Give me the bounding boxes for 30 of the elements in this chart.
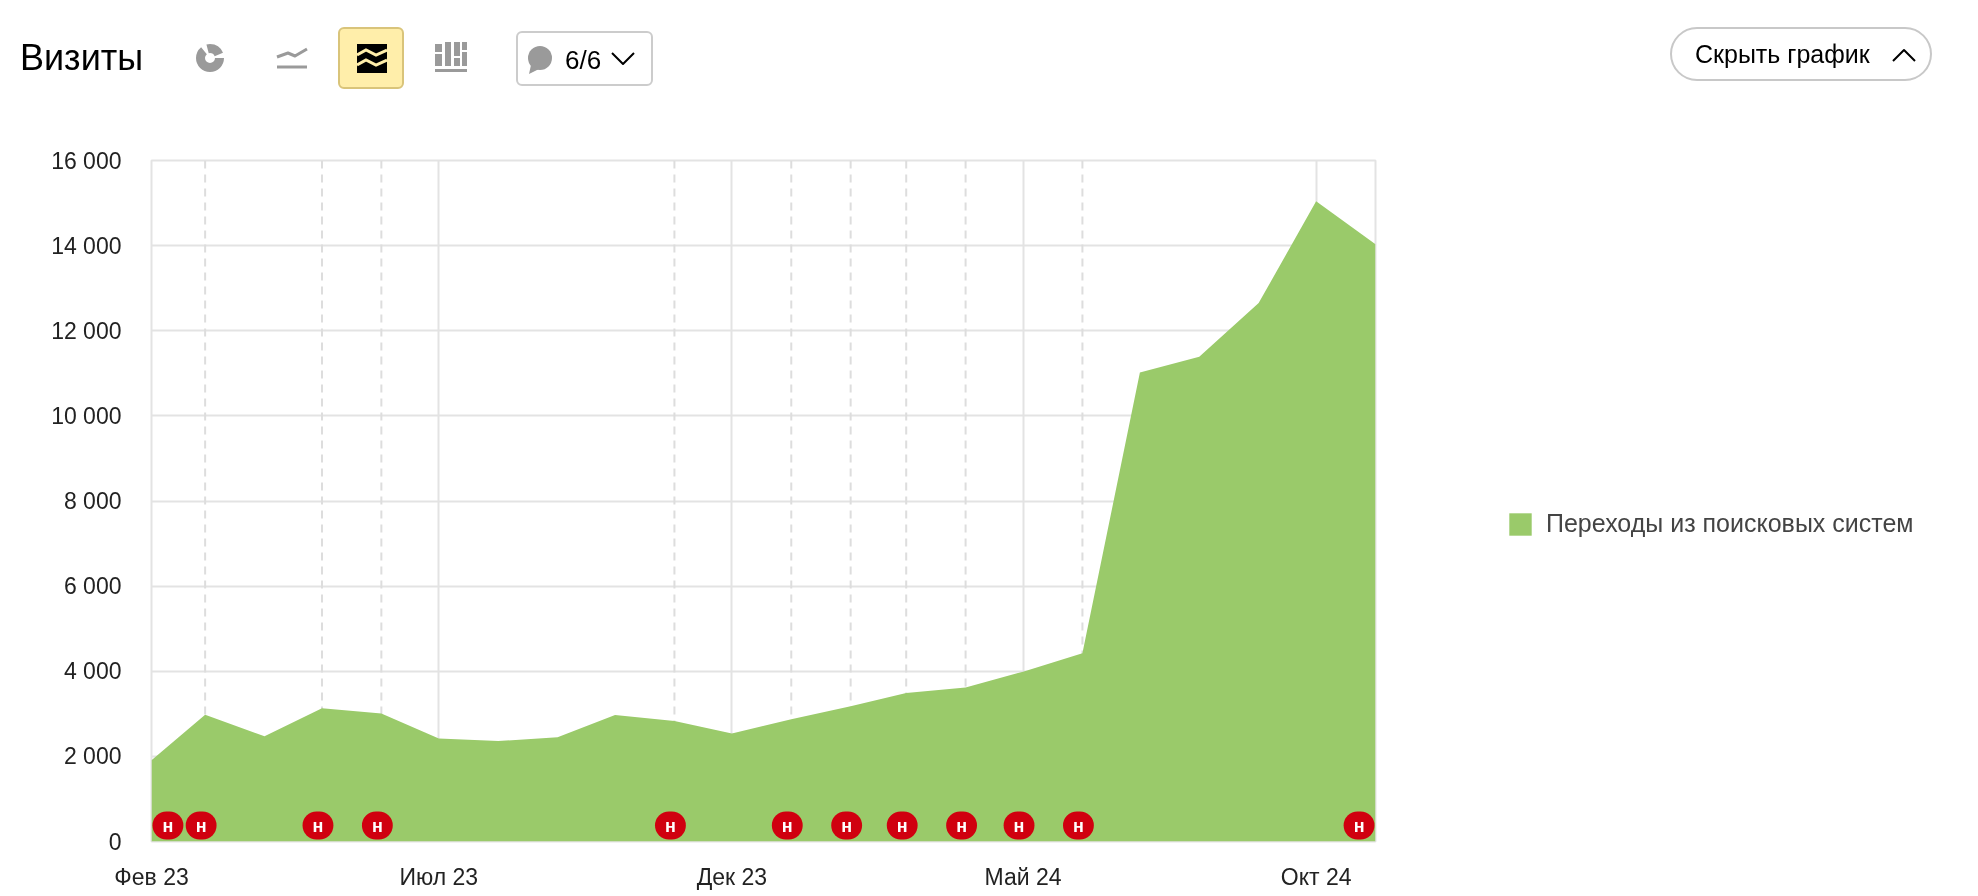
y-tick-label: 10 000 bbox=[51, 402, 122, 429]
annotation: н bbox=[896, 815, 908, 836]
annotation: н bbox=[781, 815, 793, 836]
y-tick-label: 8 000 bbox=[63, 488, 122, 514]
annotation: н bbox=[162, 815, 174, 836]
y-tick-label: 14 000 bbox=[51, 232, 122, 259]
y-tick-label: 4 000 bbox=[63, 658, 122, 685]
y-tick-label: 0 bbox=[108, 828, 122, 855]
annotation: н bbox=[1072, 815, 1084, 836]
annotation: н bbox=[956, 815, 968, 836]
x-tick-label: Июл 23 bbox=[399, 863, 479, 890]
annotation: н bbox=[1353, 815, 1365, 836]
annotation: н bbox=[195, 815, 207, 836]
legend-label: Переходы из поисковых систем bbox=[1546, 509, 1914, 538]
y-tick-label: 2 000 bbox=[63, 743, 122, 770]
chart-title: Визиты bbox=[20, 36, 144, 80]
annotation: н bbox=[664, 815, 676, 836]
x-tick-label: Май 24 bbox=[984, 863, 1062, 890]
annotation: н bbox=[312, 815, 324, 836]
y-tick-label: 12 000 bbox=[51, 317, 122, 344]
annotation: н bbox=[1013, 815, 1025, 836]
annotation: н bbox=[371, 815, 383, 836]
x-tick-label: Окт 24 bbox=[1280, 863, 1352, 890]
annotation: н bbox=[841, 815, 853, 836]
dropdown-label: 6/6 bbox=[565, 45, 602, 75]
y-tick-label: 6 000 bbox=[63, 573, 122, 600]
y-tick-label: 16 000 bbox=[51, 147, 122, 174]
x-tick-label: Дек 23 bbox=[696, 863, 768, 890]
x-tick-label: Фев 23 bbox=[114, 863, 189, 890]
button-label: Скрыть график bbox=[1695, 40, 1870, 69]
